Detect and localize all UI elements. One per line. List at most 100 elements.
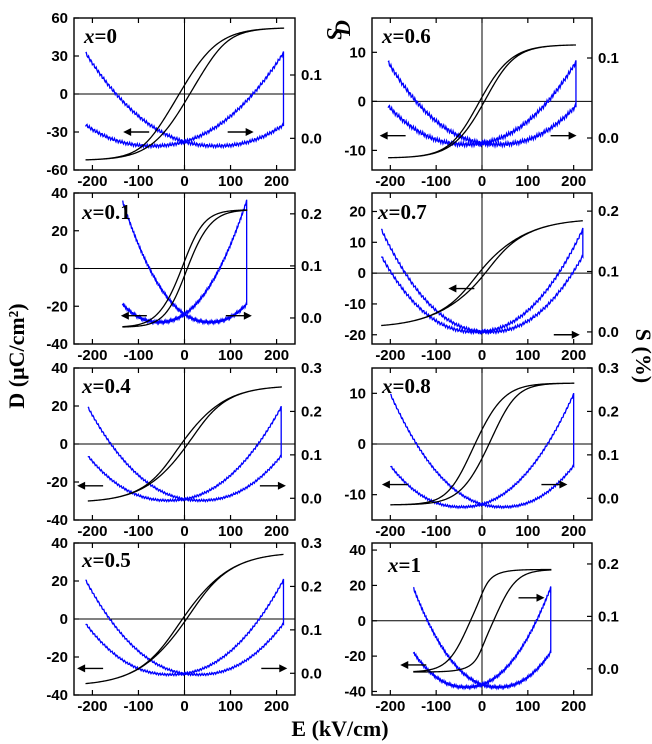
y-tick-label-left: 20 bbox=[51, 398, 68, 415]
y-tick-label-left: 0 bbox=[358, 613, 366, 630]
panel-ylabel-D: D bbox=[330, 20, 355, 37]
curves bbox=[84, 27, 285, 161]
x-tick-label: 0 bbox=[478, 173, 486, 190]
x-tick-label: 200 bbox=[561, 698, 586, 715]
x-tick-label: 0 bbox=[180, 347, 188, 364]
y-tick-label-left: 0 bbox=[358, 93, 366, 110]
y-tick-label-left: 0 bbox=[60, 86, 68, 103]
x-tick-label: -100 bbox=[123, 523, 153, 540]
displacement-loop bbox=[381, 220, 583, 327]
axis-arrow-head bbox=[123, 128, 132, 136]
y-tick-label-left: 10 bbox=[349, 44, 366, 61]
x-tick-label: -100 bbox=[421, 347, 451, 364]
y-tick-label-left: 40 bbox=[51, 360, 68, 377]
axis-arrow-head bbox=[381, 480, 390, 489]
y-tick-label-left: 0 bbox=[358, 265, 366, 282]
panel-label: x=0.1 bbox=[81, 200, 131, 224]
y-tick-label-right: 0.2 bbox=[598, 403, 619, 420]
x-tick-label: -100 bbox=[421, 173, 451, 190]
axis-arrow-head bbox=[279, 664, 288, 673]
strain-loop bbox=[87, 405, 282, 503]
x-tick-label: -100 bbox=[123, 698, 153, 715]
axis-arrow-head bbox=[120, 311, 129, 320]
y-tick-label-left: 0 bbox=[60, 611, 68, 628]
axis-arrow-head bbox=[77, 481, 86, 490]
y-tick-label-right: 0.3 bbox=[598, 360, 619, 377]
y-tick-label-left: -20 bbox=[46, 298, 68, 315]
strain-loop bbox=[380, 227, 584, 336]
y-tick-label-right: 0.1 bbox=[598, 50, 619, 67]
axis-arrow-head bbox=[243, 311, 252, 320]
x-tick-label: 0 bbox=[478, 523, 486, 540]
displacement-loop bbox=[87, 386, 282, 502]
y-tick-label-left: 20 bbox=[349, 203, 366, 220]
x-tick-label: -200 bbox=[375, 173, 405, 190]
y-tick-label-right: 0.2 bbox=[598, 556, 619, 573]
x-tick-label: 0 bbox=[180, 523, 188, 540]
x-tick-label: -100 bbox=[421, 698, 451, 715]
panel-label-var: x bbox=[381, 24, 393, 48]
y-tick-label-left: -20 bbox=[46, 649, 68, 666]
panel-x-0-5: -200 -100 0 100 200-40-20020400.00.10.20.3x=… bbox=[46, 535, 322, 715]
strain-loop bbox=[121, 199, 248, 326]
panel-label-var: x bbox=[387, 553, 399, 577]
y-tick-label-left: -20 bbox=[46, 474, 68, 491]
axis-arrow-head bbox=[245, 128, 254, 136]
y-tick-label-right: 0.1 bbox=[301, 67, 322, 84]
x-tick-label: 0 bbox=[478, 347, 486, 364]
y-tick-label-right: 0.0 bbox=[598, 490, 619, 507]
axis-arrow-head bbox=[571, 330, 580, 339]
y-tick-label-left: 10 bbox=[349, 234, 366, 251]
y-axis-label-left: D (μC/cm²) bbox=[4, 303, 29, 408]
y-tick-label-right: 0.0 bbox=[598, 130, 619, 147]
panel-label-var: x bbox=[81, 374, 93, 398]
x-tick-label: 200 bbox=[264, 523, 289, 540]
panel-label-value: =0.5 bbox=[93, 548, 131, 572]
panel-label-value: =0.6 bbox=[393, 24, 431, 48]
panel-label: x=0.6 bbox=[381, 24, 431, 48]
x-tick-label: -200 bbox=[375, 523, 405, 540]
displacement-loop bbox=[122, 209, 248, 328]
y-tick-label-left: -40 bbox=[344, 683, 366, 700]
x-tick-label: 200 bbox=[561, 173, 586, 190]
panel-label: x=0.5 bbox=[81, 548, 131, 572]
displacement-loop bbox=[413, 568, 552, 673]
y-tick-label-left: -60 bbox=[46, 162, 68, 179]
x-tick-label: 200 bbox=[264, 347, 289, 364]
x-tick-label: -200 bbox=[77, 347, 107, 364]
axis-arrow-head bbox=[448, 284, 457, 293]
x-tick-label: 0 bbox=[478, 698, 486, 715]
curves bbox=[85, 553, 285, 685]
axis-arrow-head bbox=[77, 664, 86, 673]
panel-label: x=0.4 bbox=[81, 374, 131, 398]
displacement-loop bbox=[85, 553, 284, 685]
panel-label-var: x bbox=[81, 548, 93, 572]
y-tick-label-left: 0 bbox=[60, 261, 68, 278]
y-tick-label-left: 40 bbox=[349, 542, 366, 559]
y-tick-label-right: 0.1 bbox=[301, 622, 322, 639]
axis-arrow-head bbox=[277, 481, 286, 490]
y-tick-label-left: 20 bbox=[349, 577, 366, 594]
y-tick-label-left: -10 bbox=[344, 487, 366, 504]
x-tick-label: 200 bbox=[561, 523, 586, 540]
y-tick-label-left: -40 bbox=[46, 336, 68, 353]
y-tick-label-right: 0.0 bbox=[301, 490, 322, 507]
y-tick-label-left: -10 bbox=[344, 296, 366, 313]
strain-loop bbox=[412, 586, 552, 691]
y-tick-label-right: 0.0 bbox=[301, 130, 322, 147]
y-tick-label-left: -40 bbox=[46, 687, 68, 704]
panel-label-value: =0 bbox=[95, 24, 117, 48]
x-tick-label: 100 bbox=[515, 698, 540, 715]
y-tick-label-left: 60 bbox=[51, 10, 68, 27]
displacement-loop bbox=[388, 44, 576, 159]
x-tick-label: 100 bbox=[515, 347, 540, 364]
x-axis-label: E (kV/cm) bbox=[291, 716, 388, 741]
y-tick-label-left: 40 bbox=[51, 185, 68, 202]
panel-label-value: =0.7 bbox=[389, 200, 427, 224]
panel-label: x=0.8 bbox=[381, 374, 431, 398]
x-tick-label: 200 bbox=[264, 698, 289, 715]
